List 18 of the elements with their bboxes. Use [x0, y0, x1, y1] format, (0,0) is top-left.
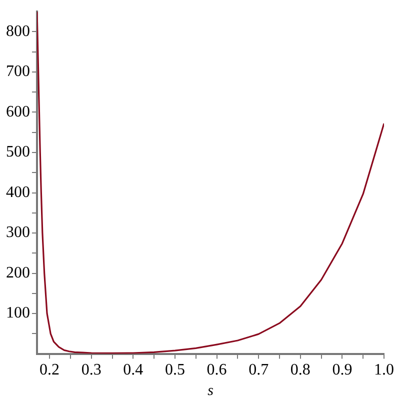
x-tick-label: 0.2: [40, 362, 60, 379]
x-tick-label: 0.6: [206, 362, 227, 379]
y-tick-label: 300: [6, 224, 30, 242]
y-tick-label: 500: [6, 144, 30, 161]
x-tick-label: 0.9: [332, 362, 352, 379]
x-tick-label: 0.7: [248, 362, 269, 379]
y-tick-label: 800: [6, 22, 30, 40]
y-tick-label: 700: [6, 63, 30, 80]
x-axis-title: s: [208, 382, 214, 399]
x-tick-label: 0.8: [290, 362, 310, 379]
y-tick-label: 600: [6, 103, 30, 120]
x-tick-label: 0.5: [164, 362, 185, 379]
y-tick-label: 400: [6, 184, 30, 201]
y-tick-label: 100: [6, 304, 30, 322]
y-tick-label: 200: [6, 264, 30, 282]
x-tick-label: 1.0: [374, 362, 394, 379]
x-tick-label: 0.3: [81, 362, 102, 379]
x-tick-label: 0.4: [123, 362, 144, 379]
